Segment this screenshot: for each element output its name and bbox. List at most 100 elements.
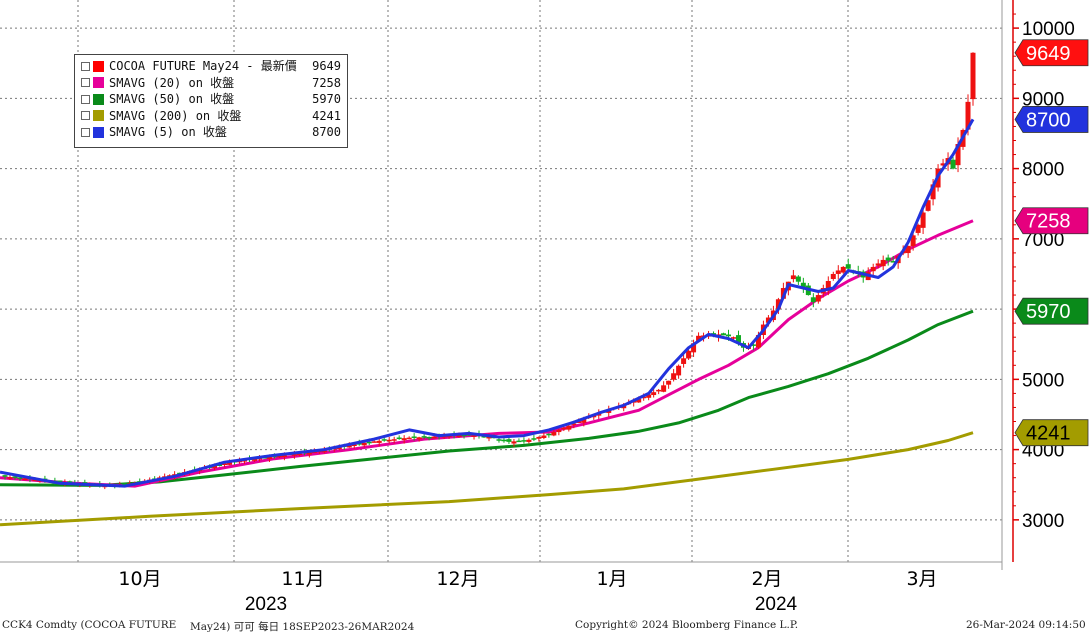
candle-body <box>965 101 971 130</box>
price-tag: 7258 <box>1014 207 1089 235</box>
footer-copyright: Copyright© 2024 Bloomberg Finance L.P. <box>575 619 799 631</box>
candle-body <box>516 440 522 443</box>
candle-body <box>296 453 302 456</box>
x-year-label: 2023 <box>245 594 287 615</box>
legend-swatch <box>93 93 104 105</box>
candle-body <box>955 144 961 166</box>
chart-legend: COCOA FUTURE May24 - 最新價 9649 SMAVG (20) o… <box>74 54 348 148</box>
candle-body <box>526 439 532 442</box>
price-tag-box <box>1014 39 1089 67</box>
candle-body <box>396 437 402 440</box>
price-tag-box <box>1014 106 1089 133</box>
candle-body <box>32 479 38 482</box>
candle-body <box>391 439 397 441</box>
candle-body <box>266 456 272 460</box>
candle-body <box>830 273 836 279</box>
legend-value: 9649 <box>312 59 341 73</box>
price-tag-label: 4241 <box>1026 423 1071 445</box>
price-tag: 5970 <box>1014 297 1089 325</box>
candle-body <box>506 439 512 442</box>
price-tag: 8700 <box>1014 106 1089 133</box>
candle-body <box>571 423 577 425</box>
candle-body <box>67 481 73 483</box>
candle-body <box>212 465 218 469</box>
candle-body <box>281 455 287 458</box>
candle-body <box>840 266 846 273</box>
x-month-label: 12月 <box>436 568 479 590</box>
candle-body <box>870 266 876 272</box>
candle-body <box>825 281 831 291</box>
legend-entry: SMAVG (20) on 收盤 7258 <box>81 75 341 91</box>
candle-body <box>726 334 732 337</box>
price-tag: 9649 <box>1014 39 1089 67</box>
x-month-label: 3月 <box>906 568 937 590</box>
legend-checkbox-icon <box>81 111 90 120</box>
candle-body <box>556 429 562 433</box>
price-tag-box <box>1014 297 1089 325</box>
y-tick-label: 9000 <box>1022 89 1064 110</box>
candle-body <box>227 462 233 465</box>
candle-body <box>696 335 702 341</box>
candle-body <box>251 458 257 461</box>
candle-body <box>351 444 357 447</box>
candle-body <box>356 443 362 445</box>
candle-body <box>950 159 956 169</box>
candle-body <box>656 389 662 392</box>
candle-body <box>486 436 492 439</box>
candle-body <box>361 442 367 446</box>
candle-body <box>671 373 677 380</box>
candle-body <box>57 480 63 483</box>
legend-value: 7258 <box>312 75 341 90</box>
candle-body <box>551 432 557 436</box>
candle-body <box>416 437 422 440</box>
candle-body <box>541 435 547 438</box>
candle-body <box>401 438 407 441</box>
candle-body <box>471 435 477 437</box>
candle-body <box>641 396 647 399</box>
legend-value: 4241 <box>312 108 341 123</box>
legend-label: SMAVG (200) on 收盤 <box>109 108 242 123</box>
candle-body <box>765 317 771 323</box>
candle-body <box>22 478 28 481</box>
candle-body <box>381 439 387 441</box>
candle-body <box>795 276 801 282</box>
legend-swatch <box>93 60 104 72</box>
candle-body <box>546 433 552 436</box>
candle-body <box>122 483 128 486</box>
sma20-line <box>0 219 974 488</box>
candle-body <box>810 297 816 303</box>
candle-body <box>217 464 223 466</box>
candle-body <box>386 439 392 442</box>
legend-label: SMAVG (5) on 收盤 <box>109 125 227 139</box>
candle-body <box>496 439 502 441</box>
legend-label: SMAVG (50) on 收盤 <box>109 92 235 106</box>
candle-body <box>875 263 881 266</box>
candle-body <box>676 365 682 376</box>
legend-entry: COCOA FUTURE May24 - 最新價 9649 <box>81 58 341 74</box>
x-year-label: 2024 <box>755 594 798 615</box>
legend-entry: SMAVG (200) on 收盤 4241 <box>81 108 341 124</box>
candle-body <box>576 421 582 423</box>
footer-timestamp: 26-Mar-2024 09:14:50 <box>966 619 1086 631</box>
y-tick-label: 7000 <box>1022 230 1064 251</box>
candle-body <box>735 335 741 343</box>
candle-body <box>646 394 652 398</box>
candle-body <box>925 200 931 211</box>
candle-body <box>930 184 936 200</box>
price-tag-label: 9649 <box>1026 43 1071 65</box>
legend-checkbox-icon <box>81 127 90 137</box>
candle-body <box>276 455 282 458</box>
candle-body <box>311 451 317 454</box>
candle-body <box>691 343 697 353</box>
legend-swatch <box>93 77 104 88</box>
legend-swatch <box>93 126 104 138</box>
candle-body <box>501 439 507 442</box>
candle-body <box>371 441 377 443</box>
candle-body <box>636 399 642 403</box>
price-tag-label: 8700 <box>1026 109 1071 131</box>
candle-body <box>800 282 806 289</box>
price-tag-label: 5970 <box>1026 301 1071 323</box>
candle-body <box>970 52 976 100</box>
candle-body <box>815 295 821 302</box>
